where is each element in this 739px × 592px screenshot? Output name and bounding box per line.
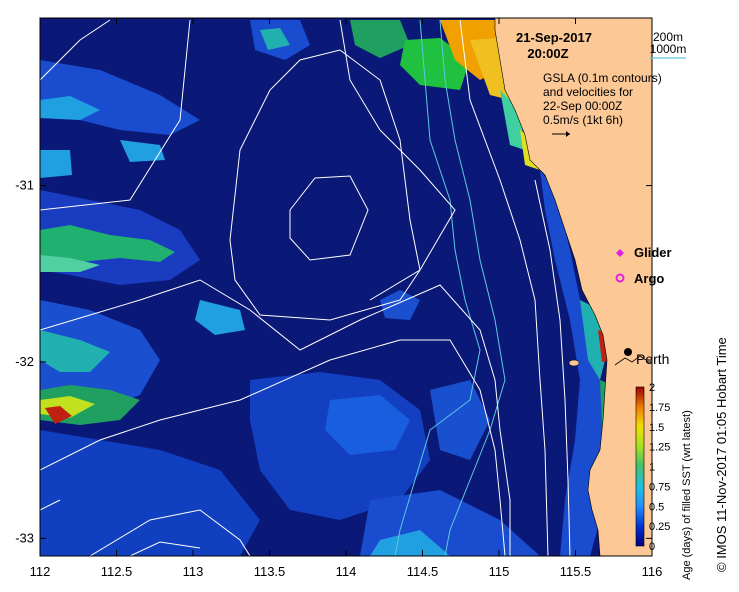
x-tick-label: 114 [336,564,357,579]
colorbar-tick-label: 0 [649,541,655,553]
gsla-contours [40,19,571,556]
perth-label: Perth [636,351,669,367]
rottnest-island [568,359,580,367]
colorbar-tick-label: 1.25 [649,442,670,454]
colorbar [635,386,645,547]
colorbar-tick-label: 0.25 [649,521,670,533]
map-time: 20:00Z [527,46,568,61]
colorbar-tick-label: 0.75 [649,481,670,493]
legend-glider: Glider [634,245,672,260]
x-tick-label: 116 [642,564,663,579]
colorbar-ticks: 2 1.75 1.5 1.25 1 0.75 0.5 0.25 0 [649,382,670,553]
map-date: 21-Sep-2017 [516,30,592,45]
gsla-line-4: 0.5m/s (1kt 6h) [543,113,623,127]
colorbar-tick-label: 1 [649,462,655,474]
x-tick-label: 114.5 [407,564,439,579]
colorbar-tick-label: 2 [649,382,655,394]
x-tick-label: 112.5 [101,564,133,579]
x-axis: 112 112.5 113 113.5 114 114.5 115 115.5 116 [30,18,663,579]
gsla-line-3: 22-Sep 00:00Z [543,99,622,113]
perth-marker [624,348,632,356]
legend-argo: Argo [634,271,664,286]
contour-label-200m: 200m [653,30,683,44]
glider-icon [616,249,624,257]
land-coast [494,18,652,556]
x-tick-label: 115 [489,564,510,579]
y-tick-label: -33 [15,530,34,545]
y-tick-label: -31 [15,178,34,193]
x-tick-label: 113 [183,564,204,579]
y-axis: -31 -32 -33 [15,178,652,545]
x-tick-label: 115.5 [560,564,592,579]
gsla-line-1: GSLA (0.1m contours) [543,71,662,85]
colorbar-tick-label: 1.75 [649,402,670,414]
colorbar-tick-label: 1.5 [649,422,664,434]
bathy-contours [394,19,506,556]
map-body [40,18,652,556]
gsla-line-2: and velocities for [543,85,633,99]
argo-icon [615,273,625,283]
colorbar-label: Age (days) of filled SST (wrt latest) [681,410,693,580]
colorbar-tick-label: 0.5 [649,501,664,513]
x-tick-label: 112 [30,564,51,579]
sst-patches [40,20,614,556]
x-tick-label: 113.5 [254,564,286,579]
imos-credit: © IMOS 11-Nov-2017 01:05 Hobart Time [714,337,729,572]
y-tick-label: -32 [15,354,34,369]
contour-label-1000m: 1000m [650,42,687,56]
